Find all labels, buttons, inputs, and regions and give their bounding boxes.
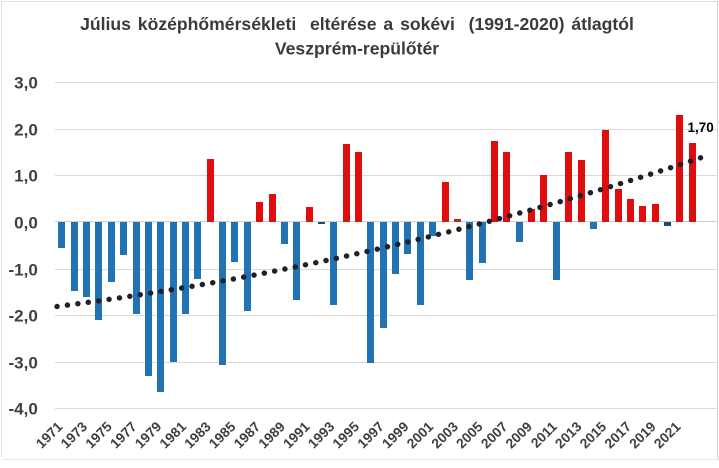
svg-text:0,0: 0,0 [14,214,38,233]
svg-text:Július középhőmérsékleti elté: Július középhőmérsékleti eltérése a soké… [80,14,634,34]
svg-text:2,0: 2,0 [14,121,38,140]
svg-text:1,0: 1,0 [14,167,38,186]
svg-text:3,0: 3,0 [14,74,38,93]
svg-text:Veszprém-repülőtér: Veszprém-repülőtér [275,39,439,59]
svg-text:-2,0: -2,0 [9,307,38,326]
svg-text:-1,0: -1,0 [9,261,38,280]
svg-text:-4,0: -4,0 [9,400,38,419]
svg-text:1,70: 1,70 [688,120,714,135]
svg-text:-3,0: -3,0 [9,354,38,373]
